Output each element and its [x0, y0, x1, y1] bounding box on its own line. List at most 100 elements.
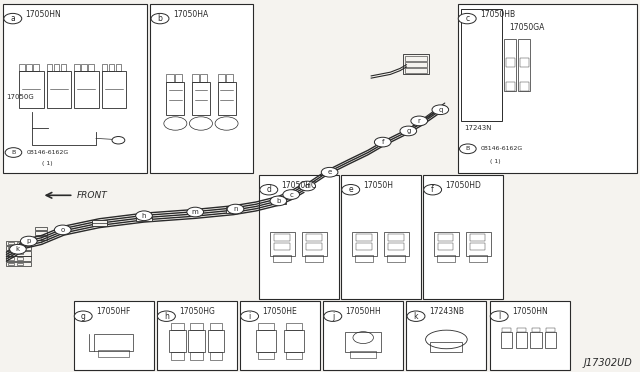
Bar	[287, 352, 302, 359]
Circle shape	[260, 185, 278, 195]
Bar	[74, 64, 79, 71]
Text: d: d	[305, 183, 309, 189]
Bar	[47, 71, 71, 108]
Bar	[388, 243, 404, 250]
Bar	[175, 74, 182, 82]
Bar	[17, 263, 23, 265]
Bar	[259, 323, 274, 330]
Bar	[35, 227, 47, 230]
Text: 17243NB: 17243NB	[429, 307, 464, 316]
Bar	[61, 64, 66, 71]
Bar	[17, 242, 23, 244]
Bar	[172, 323, 184, 330]
Text: FRONT: FRONT	[77, 191, 108, 200]
Bar	[346, 332, 381, 353]
Bar	[388, 234, 404, 241]
Bar	[352, 231, 376, 256]
Bar	[19, 64, 24, 71]
Text: c: c	[289, 192, 293, 198]
Text: r: r	[418, 118, 420, 124]
Bar	[275, 243, 290, 250]
Circle shape	[432, 105, 449, 115]
Bar	[169, 330, 186, 353]
Circle shape	[460, 144, 476, 154]
Bar	[355, 255, 372, 263]
Bar	[502, 327, 511, 332]
Bar	[385, 231, 409, 256]
Bar	[307, 234, 322, 241]
Bar	[54, 64, 59, 71]
Bar	[545, 332, 556, 347]
Bar	[458, 4, 637, 173]
Text: h: h	[164, 312, 169, 321]
Text: B: B	[12, 150, 15, 155]
Bar	[240, 301, 320, 370]
Bar	[466, 231, 491, 256]
Bar	[191, 352, 204, 360]
Bar	[430, 342, 462, 353]
Text: i: i	[248, 312, 251, 321]
Bar	[6, 262, 31, 266]
Circle shape	[4, 13, 22, 24]
Bar	[157, 301, 237, 370]
Bar	[102, 71, 126, 108]
Text: k: k	[413, 312, 419, 321]
Bar	[207, 330, 225, 353]
Bar	[437, 255, 455, 263]
Text: o: o	[61, 227, 65, 233]
Circle shape	[374, 137, 391, 147]
Bar	[35, 236, 47, 240]
Bar	[470, 243, 486, 250]
Text: 08146-6162G: 08146-6162G	[481, 146, 523, 151]
Bar	[210, 323, 223, 330]
Text: 17050HN: 17050HN	[26, 10, 61, 19]
Bar	[504, 39, 516, 91]
Circle shape	[227, 204, 244, 214]
Bar	[387, 255, 405, 263]
Circle shape	[5, 148, 22, 157]
Text: 17050H: 17050H	[364, 181, 394, 190]
Bar	[192, 82, 210, 115]
Text: ( 1): ( 1)	[42, 161, 52, 166]
Text: J17302UD: J17302UD	[584, 357, 632, 368]
Bar	[17, 247, 23, 249]
Bar	[8, 247, 14, 249]
Text: 17050HC: 17050HC	[282, 181, 317, 190]
Bar	[19, 71, 44, 108]
Circle shape	[407, 311, 425, 321]
Text: a: a	[10, 14, 15, 23]
Bar	[17, 252, 23, 254]
Text: q: q	[438, 107, 442, 113]
Circle shape	[270, 196, 287, 206]
Text: 17050HH: 17050HH	[346, 307, 381, 316]
Bar	[405, 68, 427, 73]
Text: m: m	[192, 209, 198, 215]
Text: p: p	[27, 238, 31, 244]
Text: k: k	[16, 246, 20, 252]
Bar	[518, 39, 530, 91]
Bar	[6, 256, 31, 261]
Text: 17050HE: 17050HE	[262, 307, 297, 316]
Circle shape	[321, 167, 338, 177]
Bar	[6, 241, 31, 245]
Bar	[226, 74, 233, 82]
Bar	[351, 351, 376, 358]
Bar	[35, 231, 47, 235]
Bar	[6, 251, 31, 256]
Circle shape	[20, 236, 37, 246]
Bar	[116, 64, 121, 71]
Bar	[307, 243, 322, 250]
Bar	[188, 330, 205, 353]
Bar	[490, 301, 570, 370]
Bar	[33, 64, 38, 71]
Bar	[88, 64, 93, 71]
Bar	[47, 64, 52, 71]
Text: 17050HD: 17050HD	[445, 181, 481, 190]
Bar	[287, 323, 302, 330]
Text: b: b	[276, 198, 280, 204]
Bar	[405, 62, 427, 67]
Bar	[3, 4, 147, 173]
Bar	[305, 255, 323, 263]
Bar	[500, 332, 512, 347]
Circle shape	[187, 207, 204, 217]
